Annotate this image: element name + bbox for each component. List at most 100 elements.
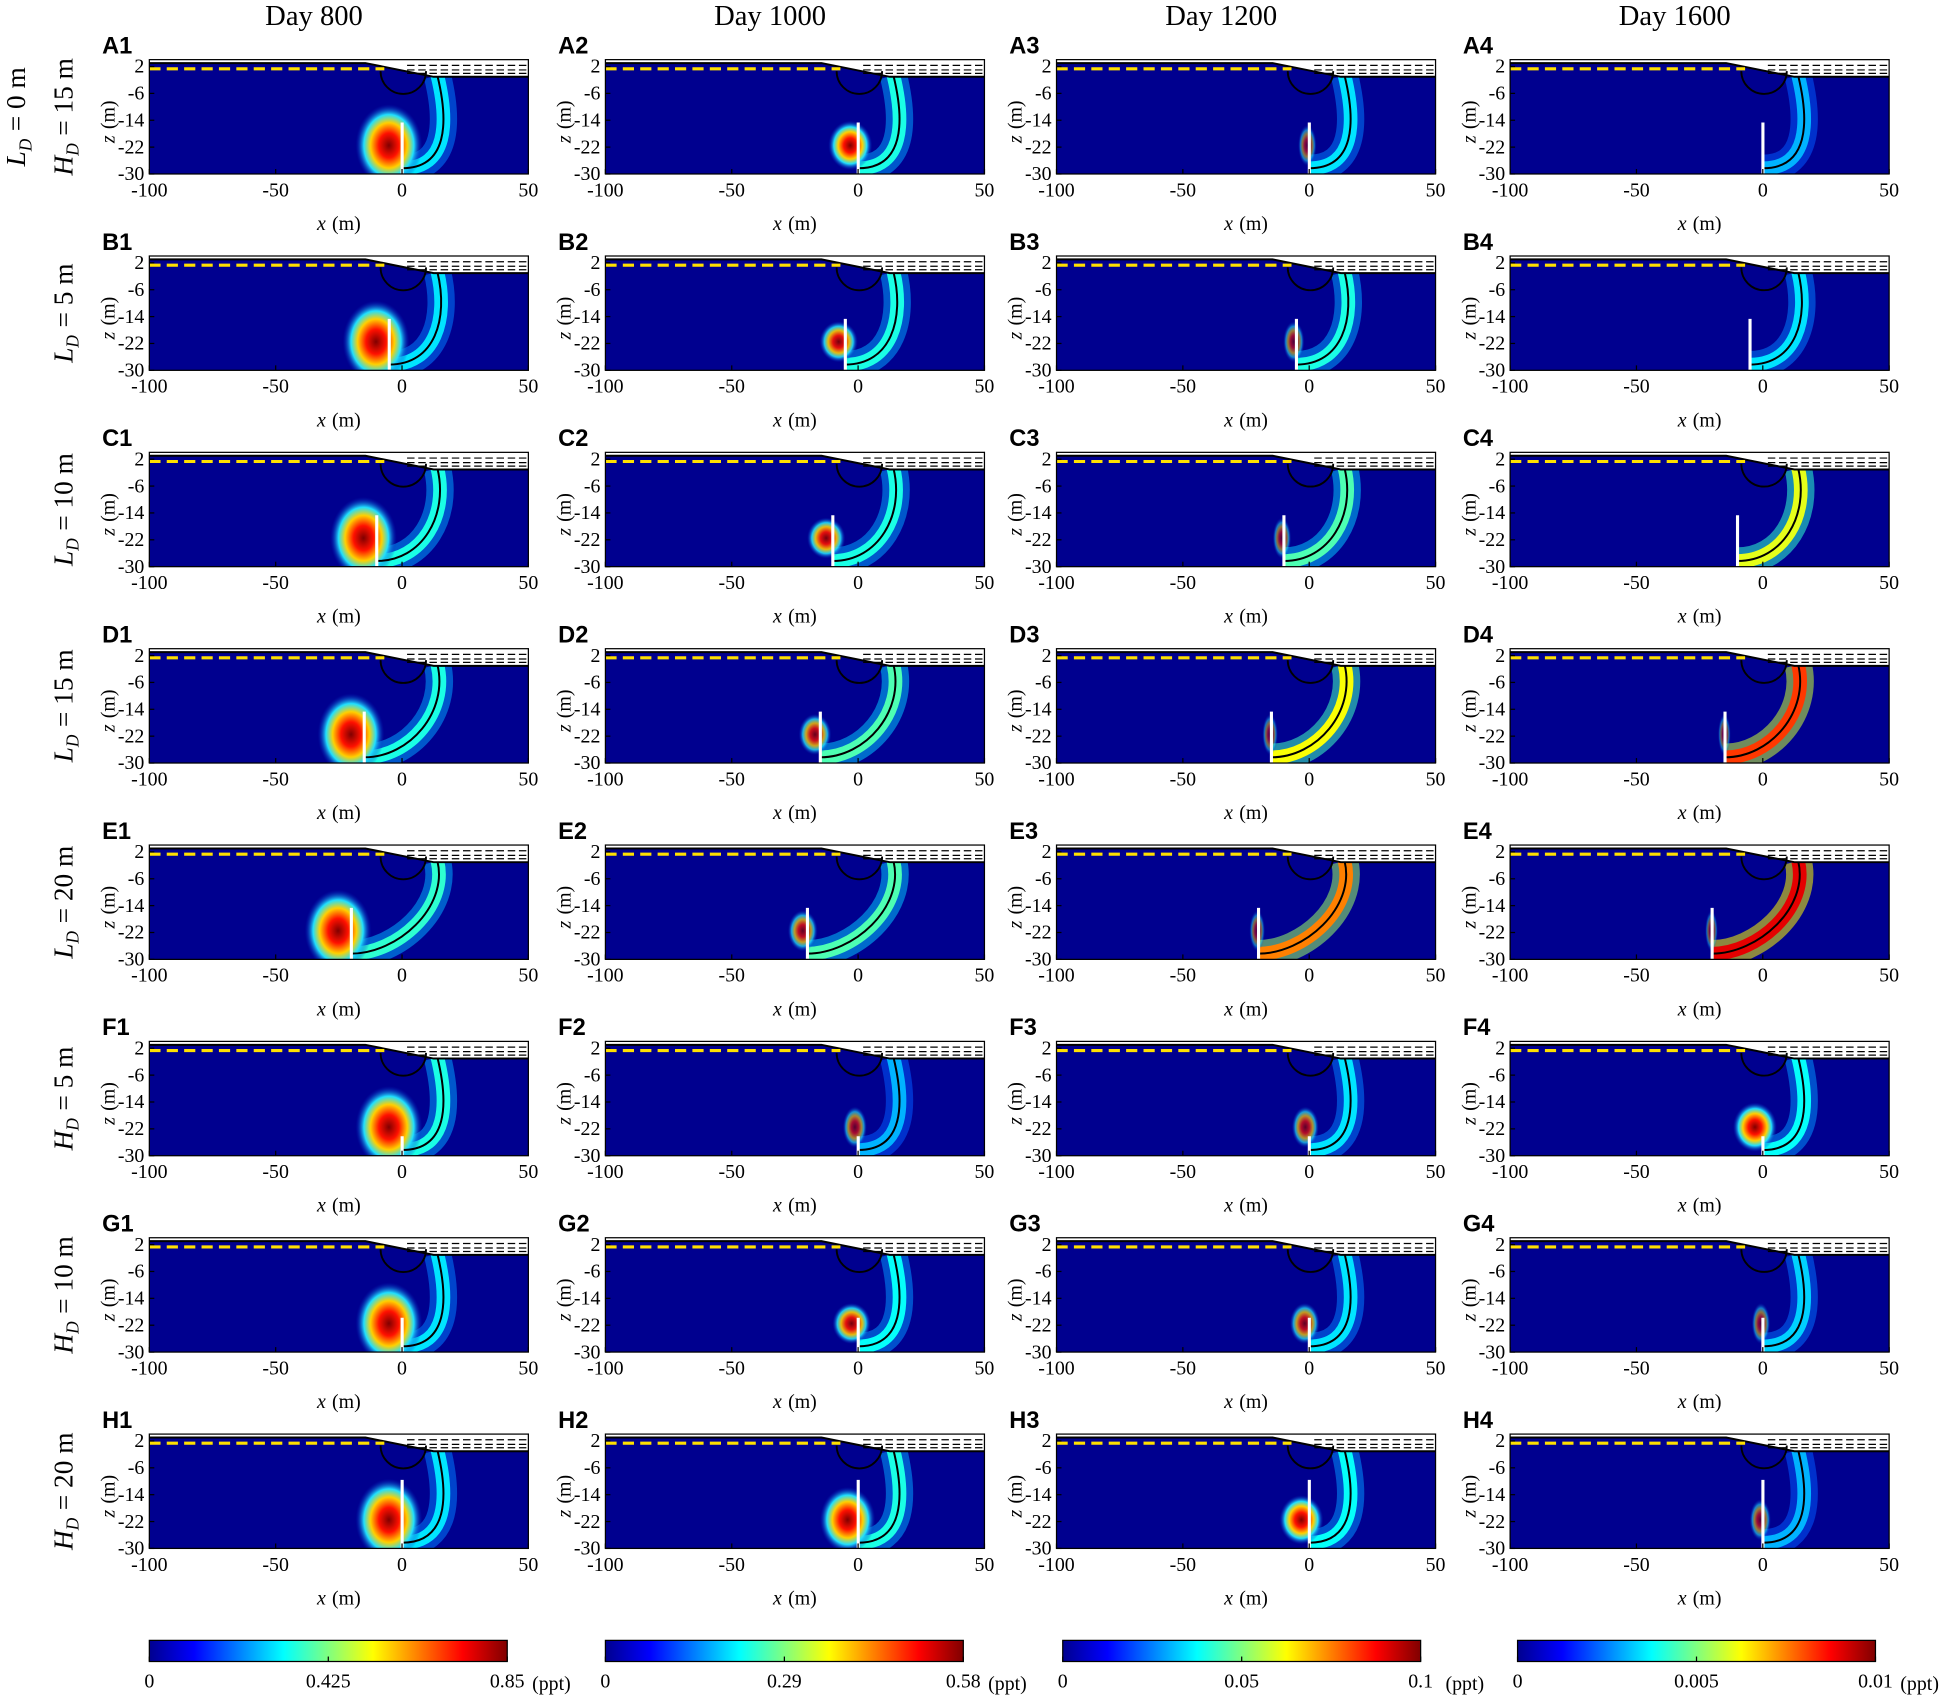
x-axis-unit: (m) [788, 802, 817, 824]
surface [149, 1436, 529, 1453]
x-axis-unit: (m) [1239, 213, 1268, 235]
y-tick-label: -14 [574, 1484, 601, 1506]
row-label-subscript: D [64, 143, 83, 157]
y-axis-label: z (m) [1005, 297, 1027, 341]
surface [1510, 1240, 1890, 1256]
hot-blob [1732, 1102, 1777, 1152]
x-axis-symbol: x [1677, 606, 1687, 628]
x-tick-label: -50 [262, 1161, 289, 1183]
x-tick-label: 0 [1304, 1554, 1314, 1576]
x-axis-symbol: x [772, 802, 782, 824]
front-line [1762, 1449, 1806, 1544]
domain [1056, 452, 1436, 567]
x-tick-label: 0 [397, 1554, 407, 1576]
y-axis-label: z (m) [1458, 689, 1480, 733]
row-label-symbol: L [48, 747, 78, 763]
colorbar-tick-label: 0 [1513, 1671, 1523, 1693]
recirculation [1740, 71, 1788, 95]
surface [149, 62, 529, 78]
y-axis-symbol: z [554, 135, 576, 144]
panel [1510, 59, 1890, 174]
y-tick-label: 2 [1042, 841, 1052, 863]
y-axis-symbol: z [98, 1313, 120, 1322]
x-axis-symbol: x [316, 1195, 326, 1217]
row-label-text: = 20 m [48, 846, 78, 924]
y-tick-label: -22 [1479, 333, 1506, 355]
colorbar-unit: (ppt) [1900, 1673, 1939, 1695]
column-title: Day 1200 [1165, 1, 1277, 32]
panel-label: G4 [1463, 1212, 1494, 1238]
panel-border [604, 451, 986, 568]
x-axis-label: x (m) [1677, 606, 1722, 628]
colorbar-tick-label: 0.05 [1224, 1671, 1259, 1693]
y-tick-label: -6 [584, 1064, 601, 1086]
panel-border [1055, 1040, 1437, 1157]
y-tick-label: -14 [1025, 109, 1052, 131]
x-tick-label: 0 [1758, 1554, 1768, 1576]
y-tick-label: 2 [1495, 252, 1505, 274]
y-tick-label: -6 [128, 475, 145, 497]
x-axis-symbol: x [316, 606, 326, 628]
sea [1056, 845, 1436, 863]
x-axis-label: x (m) [772, 1391, 817, 1413]
x-axis-label: x (m) [1677, 998, 1722, 1020]
y-tick-label: -30 [1025, 360, 1052, 382]
y-tick-label: -6 [128, 672, 145, 694]
row-label-subscript: D [64, 734, 83, 748]
y-tick-label: -22 [1025, 529, 1052, 551]
y-axis-label: z (m) [1005, 689, 1027, 733]
sea [1510, 452, 1890, 470]
recirculation [1740, 660, 1788, 684]
x-axis-unit: (m) [1693, 802, 1722, 824]
y-tick-label: -6 [584, 83, 601, 105]
hot-blob [1298, 124, 1317, 166]
panel-border [148, 255, 529, 371]
y-tick-label: -22 [1025, 136, 1052, 158]
front-line [402, 75, 445, 170]
x-axis-symbol: x [316, 409, 326, 431]
x-tick-label: 0 [853, 376, 863, 398]
y-axis-label: z (m) [554, 297, 576, 341]
recirculation [1286, 1445, 1335, 1470]
domain [149, 59, 529, 174]
front-line [376, 468, 442, 562]
panel [605, 648, 985, 764]
row-label-text: = 10 m [48, 453, 78, 531]
y-tick-label: -22 [1025, 1511, 1052, 1533]
y-axis-label: z (m) [554, 493, 576, 537]
x-axis-label: x (m) [316, 1587, 361, 1609]
x-tick-label: -100 [1038, 179, 1074, 201]
surface [1056, 1436, 1436, 1453]
x-axis-symbol: x [316, 1587, 326, 1609]
y-tick-label: -14 [574, 502, 601, 524]
row-label-symbol: H [48, 1529, 78, 1551]
x-tick-label: -50 [719, 1161, 746, 1183]
panel-border [148, 1237, 529, 1353]
y-tick-label: -6 [128, 279, 145, 301]
x-tick-label: 0 [1304, 768, 1314, 790]
y-axis-label: z (m) [554, 1279, 576, 1323]
x-axis-symbol: x [316, 802, 326, 824]
y-tick-label: -30 [574, 949, 601, 971]
x-axis-label: x (m) [1677, 1391, 1722, 1413]
y-tick-label: -30 [1025, 752, 1052, 774]
y-axis-label: z (m) [98, 100, 120, 144]
surface [149, 1043, 529, 1060]
sea [605, 1434, 985, 1452]
x-axis-symbol: x [772, 606, 782, 628]
recirculation [1740, 1052, 1788, 1077]
sea [1510, 1434, 1890, 1452]
y-tick-label: -22 [1479, 1314, 1506, 1336]
x-axis-symbol: x [1677, 1391, 1687, 1413]
recirculation [835, 71, 884, 95]
sea [605, 648, 985, 666]
x-axis-label: x (m) [316, 802, 361, 824]
x-axis-unit: (m) [1693, 1195, 1722, 1217]
hot-blob [342, 300, 410, 371]
front-line [807, 860, 897, 955]
front-line [1737, 468, 1802, 562]
y-axis-unit: (m) [1458, 493, 1480, 522]
sea [149, 845, 529, 863]
sea [1510, 648, 1890, 666]
x-axis-label: x (m) [772, 409, 817, 431]
